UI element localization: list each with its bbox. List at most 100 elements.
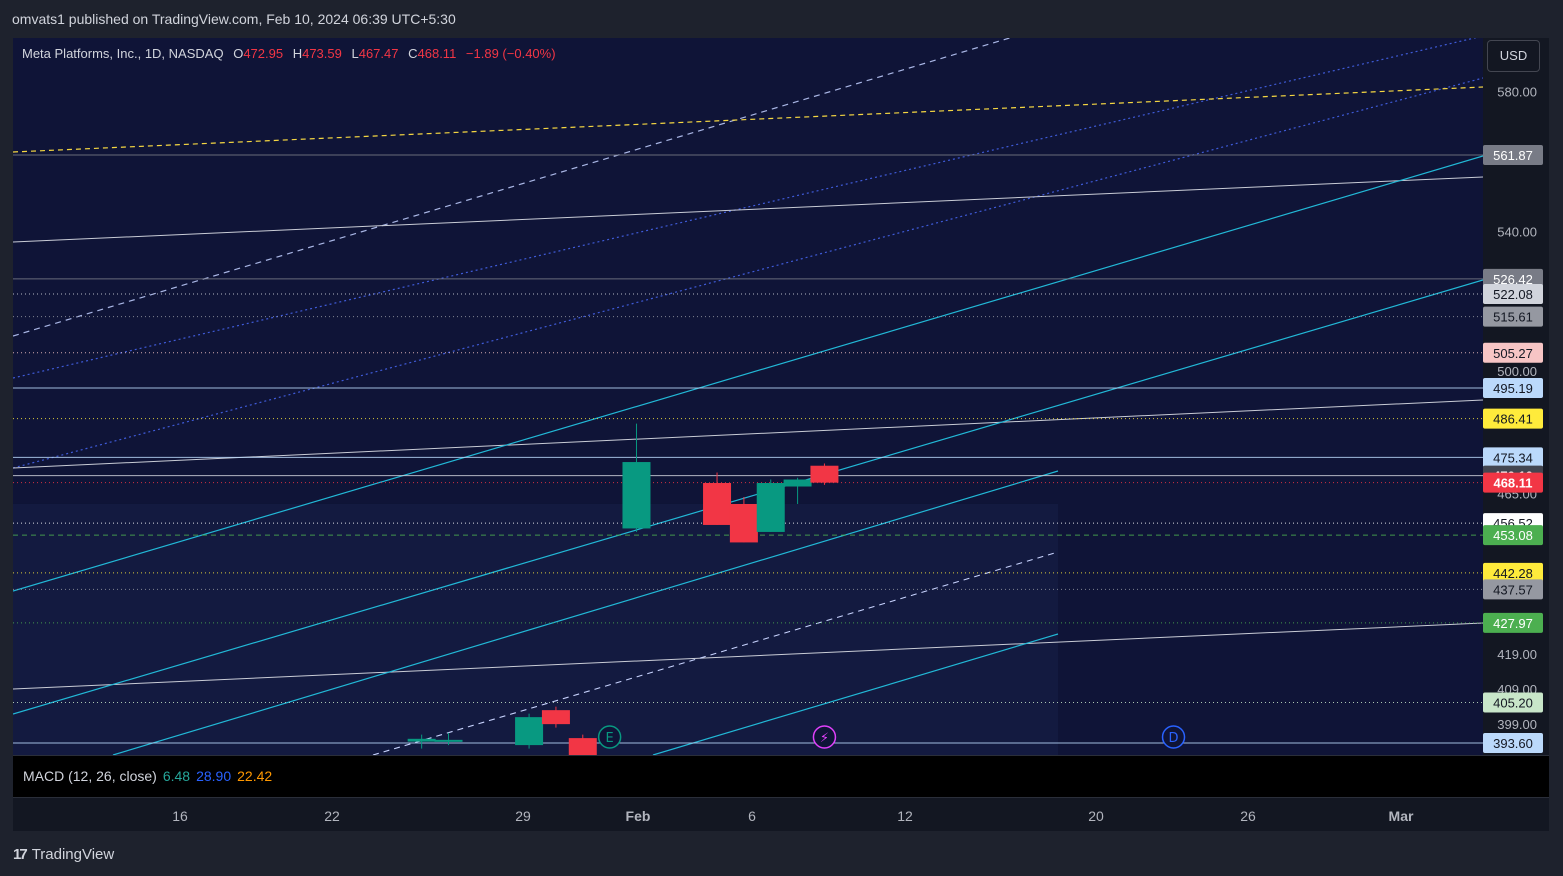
- macd-title: MACD (12, 26, close): [23, 768, 157, 784]
- symbol-legend: Meta Platforms, Inc., 1D, NASDAQ O472.95…: [22, 46, 556, 61]
- yellow-dashed-trendline: [13, 86, 1483, 153]
- dividend-icon: D: [1161, 725, 1186, 749]
- price-badge-4: [1483, 342, 1543, 363]
- price-badge-label-15: 405.20: [1493, 695, 1533, 710]
- candle-body-10: [810, 465, 839, 483]
- split-icon-ring: [812, 725, 837, 749]
- y-tick-label-4: 419.00: [1497, 647, 1537, 662]
- x-tick-label-2: 29: [515, 808, 531, 824]
- x-tick-label-3: Feb: [626, 808, 651, 824]
- close-value: 468.11: [417, 46, 457, 61]
- price-badge-16: [1483, 733, 1543, 753]
- channel-dashed: [372, 551, 1059, 755]
- dividend-icon-label: D: [1169, 731, 1179, 746]
- price-badge-7: [1483, 447, 1543, 468]
- price-badge-5: [1483, 378, 1543, 399]
- channel-upper: [13, 155, 1483, 592]
- earnings-icon-label: E: [606, 731, 614, 746]
- price-badge-9: [1483, 472, 1543, 493]
- split-icon-label: ⚡: [820, 731, 829, 746]
- x-tick-label-8: Mar: [1389, 808, 1414, 824]
- price-badge-3: [1483, 306, 1543, 327]
- x-tick-label-5: 12: [897, 808, 913, 824]
- x-tick-label-4: 6: [748, 808, 756, 824]
- price-badge-label-4: 505.27: [1493, 346, 1533, 361]
- price-badge-label-0: 561.87: [1493, 148, 1533, 163]
- price-badge-label-3: 515.61: [1493, 310, 1533, 325]
- candle-body-7: [729, 503, 758, 543]
- x-tick-label-7: 26: [1240, 808, 1256, 824]
- macd-signal-value: 28.90: [196, 768, 232, 784]
- header-bar: omvats1 published on TradingView.com, Fe…: [0, 0, 1563, 38]
- high-label: H: [292, 46, 303, 61]
- gray-trendline-3: [13, 622, 1483, 690]
- dotted-trendline-2: [13, 77, 1483, 469]
- candle-body-9: [783, 479, 812, 487]
- dividend-icon-ring: [1161, 725, 1186, 749]
- price-badge-label-14: 427.97: [1493, 616, 1533, 631]
- candle-body-3: [541, 710, 570, 725]
- price-badge-label-9: 468.11: [1493, 476, 1532, 491]
- footer: 17 TradingView: [0, 831, 1563, 876]
- macd-value: 6.48: [162, 768, 191, 784]
- change-value: −1.89 (−0.40%): [465, 46, 556, 61]
- channel-bottom: [652, 633, 1059, 755]
- price-badge-11: [1483, 525, 1543, 546]
- macd-histogram-value: 22.42: [237, 768, 273, 784]
- price-badge-13: [1483, 579, 1543, 600]
- tradingview-logo-icon: 17: [13, 846, 28, 863]
- candle-body-0: [407, 738, 436, 742]
- price-badge-label-7: 475.34: [1493, 450, 1533, 465]
- split-icon: ⚡: [812, 725, 837, 749]
- price-badge-label-16: 393.60: [1493, 736, 1533, 751]
- x-tick-label-0: 16: [172, 808, 188, 824]
- macd-pane[interactable]: MACD (12, 26, close) 6.48 28.90 22.42: [13, 755, 1549, 798]
- y-tick-label-2: 500.00: [1497, 364, 1537, 379]
- x-tick-label-6: 20: [1088, 808, 1104, 824]
- price-badge-0: [1483, 145, 1543, 165]
- open-value: 472.95: [243, 46, 284, 61]
- low-label: L: [351, 46, 359, 61]
- price-badge-label-2: 522.08: [1493, 287, 1533, 302]
- candle-body-2: [515, 717, 544, 746]
- earnings-icon: E: [597, 725, 622, 749]
- price-badge-6: [1483, 408, 1543, 429]
- candle-body-6: [703, 483, 732, 525]
- price-badge-14: [1483, 612, 1543, 633]
- open-label: O: [233, 46, 244, 61]
- earnings-icon-ring: [597, 725, 622, 749]
- low-value: 467.47: [358, 46, 399, 61]
- time-axis[interactable]: 16 22 29 Feb 6 12 20 26 Mar: [13, 797, 1549, 832]
- gray-trendline-2: [13, 399, 1483, 469]
- y-tick-label-6: 399.00: [1497, 717, 1537, 732]
- price-badge-label-1: 526.42: [1493, 272, 1533, 287]
- price-badge-label-5: 495.19: [1493, 381, 1533, 396]
- x-tick-label-1: 22: [324, 808, 340, 824]
- candle-body-4: [568, 738, 597, 755]
- price-badge-label-11: 453.08: [1493, 528, 1533, 543]
- candle-body-5: [622, 462, 651, 529]
- candle-body-8: [756, 483, 785, 532]
- price-scale[interactable]: 580.00 540.00 500.00 465.00 419.00 409.00 399.…: [1483, 38, 1549, 755]
- projection-zone: [13, 503, 1058, 755]
- channel-lower: [112, 470, 1059, 755]
- high-value: 473.59: [302, 46, 342, 61]
- y-tick-label-1: 540.00: [1497, 224, 1537, 239]
- macd-legend: MACD (12, 26, close) 6.48 28.90 22.42: [23, 768, 272, 784]
- publish-info: omvats1 published on TradingView.com, Fe…: [12, 11, 456, 27]
- gray-trendline-1: [13, 176, 1483, 243]
- dashed-trendline: [13, 38, 1012, 337]
- price-chart[interactable]: E ⚡ D: [13, 38, 1483, 755]
- y-tick-label-0: 580.00: [1497, 85, 1537, 100]
- close-label: C: [408, 46, 418, 61]
- price-badge-1: [1483, 268, 1543, 289]
- price-badge-label-12: 442.28: [1493, 566, 1533, 581]
- dotted-trendline-1: [13, 38, 1478, 379]
- brand-name: TradingView: [31, 846, 115, 863]
- price-badge-15: [1483, 692, 1543, 713]
- symbol-name: Meta Platforms, Inc., 1D, NASDAQ: [22, 46, 224, 61]
- price-badge-label-6: 486.41: [1493, 412, 1533, 427]
- tradingview-brand[interactable]: 17 TradingView: [13, 846, 114, 863]
- candle-body-1: [434, 739, 463, 742]
- currency-button[interactable]: USD: [1487, 40, 1540, 72]
